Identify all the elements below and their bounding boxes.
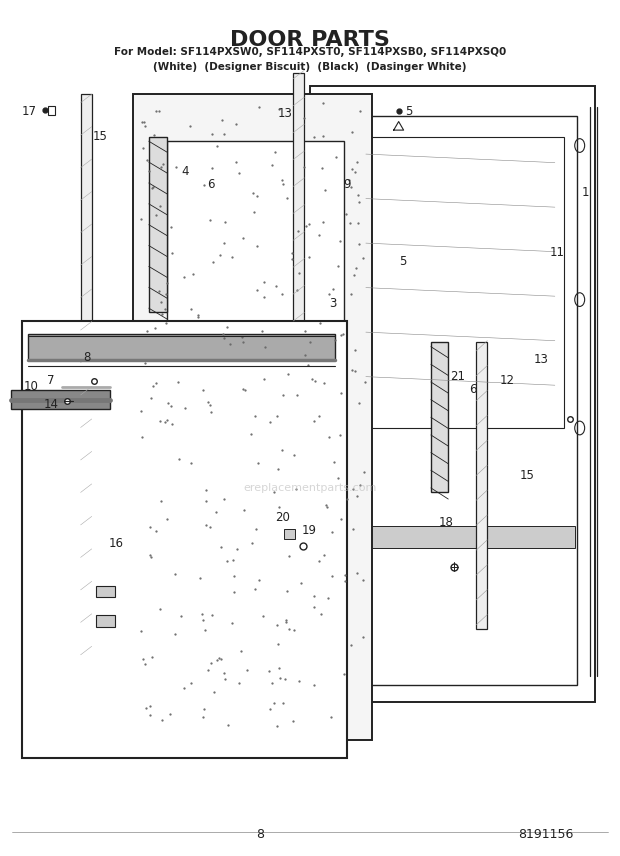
Text: 21: 21 [450, 370, 465, 383]
Text: 8: 8 [83, 351, 91, 365]
Text: ereplacementparts.com: ereplacementparts.com [243, 483, 377, 493]
Bar [28, 334, 335, 360]
Bar [96, 615, 115, 627]
Text: 11: 11 [549, 246, 564, 259]
Text: 14: 14 [43, 397, 58, 411]
Text: 1: 1 [582, 186, 590, 199]
Text: 18: 18 [439, 515, 454, 529]
Text: (White)  (Designer Biscuit)  (Black)  (Dasinger White): (White) (Designer Biscuit) (Black) (Dasi… [153, 62, 467, 72]
Bar [284, 529, 295, 539]
Text: 20: 20 [275, 511, 290, 525]
Bar [346, 526, 575, 548]
Bar [22, 321, 347, 758]
Bar [293, 73, 304, 325]
Text: 8: 8 [257, 828, 264, 841]
Text: 6: 6 [207, 177, 215, 191]
Text: 8191156: 8191156 [518, 828, 574, 841]
Text: 5: 5 [399, 254, 407, 268]
Text: DOOR PARTS: DOOR PARTS [230, 30, 390, 50]
Bar [48, 106, 55, 115]
Text: 19: 19 [301, 524, 316, 538]
Text: 4: 4 [181, 164, 188, 178]
Text: For Model: SF114PXSW0, SF114PXST0, SF114PXSB0, SF114PXSQ0: For Model: SF114PXSW0, SF114PXST0, SF114… [114, 47, 506, 57]
Text: 15: 15 [520, 468, 534, 482]
Text: 17: 17 [22, 104, 37, 118]
Bar [310, 86, 595, 702]
Bar [476, 342, 487, 629]
Bar [344, 116, 577, 685]
Text: 3: 3 [329, 297, 337, 311]
Bar [431, 342, 448, 492]
Text: 15: 15 [93, 130, 108, 144]
Text: 16: 16 [109, 537, 124, 550]
Bar [11, 390, 110, 409]
Text: 12: 12 [500, 374, 515, 388]
Bar [133, 94, 372, 740]
Bar [81, 94, 92, 659]
Bar [149, 137, 167, 312]
Bar [167, 141, 344, 342]
Text: 10: 10 [24, 380, 38, 394]
Text: 9: 9 [343, 177, 351, 191]
Text: 13: 13 [533, 353, 548, 366]
Bar [356, 137, 564, 428]
Bar [96, 586, 115, 597]
Text: 7: 7 [47, 374, 55, 388]
Text: 6: 6 [469, 383, 477, 396]
Text: 13: 13 [278, 107, 293, 121]
Text: 5: 5 [405, 104, 413, 118]
